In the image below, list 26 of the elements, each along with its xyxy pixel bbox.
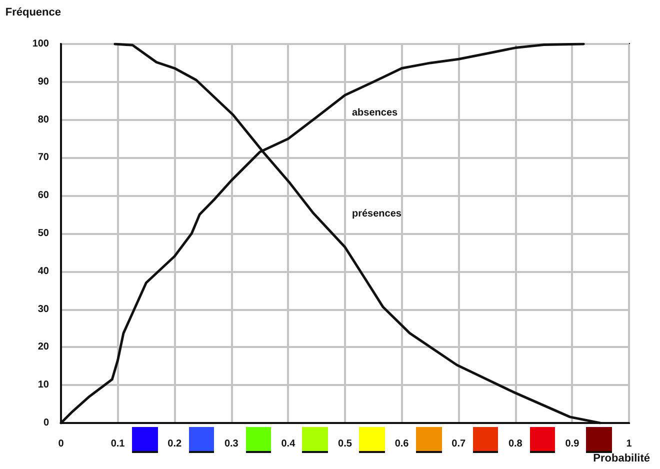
y-tick-label: 90 bbox=[38, 76, 50, 88]
x-tick-label: 0.8 bbox=[508, 438, 523, 450]
x-tick-label: 0.4 bbox=[281, 438, 296, 450]
x-tick-label: 1 bbox=[626, 438, 632, 450]
y-tick-label: 10 bbox=[38, 380, 50, 391]
series-label: absences bbox=[352, 108, 398, 119]
x-tick-label: 0.7 bbox=[452, 438, 466, 450]
x-tick-label: 0.1 bbox=[110, 438, 126, 450]
x-tick-label: 0.5 bbox=[338, 438, 352, 450]
y-tick-label: 70 bbox=[38, 152, 50, 164]
x-tick-label: 0.2 bbox=[168, 438, 182, 450]
y-tick-label: 40 bbox=[38, 266, 50, 277]
x-tick-label: 0.3 bbox=[224, 438, 239, 450]
y-tick-label: 100 bbox=[32, 38, 50, 50]
text: présences bbox=[352, 208, 402, 220]
x-axis-title: Probabilité bbox=[593, 452, 650, 464]
x-tick-label: 0.9 bbox=[565, 438, 580, 450]
y-tick-label: 0 bbox=[43, 418, 50, 428]
y-tick-label: 60 bbox=[38, 190, 50, 202]
y-tick-label: 20 bbox=[38, 342, 50, 353]
y-tick-label: 30 bbox=[38, 304, 50, 315]
y-axis-title: Fréquence bbox=[5, 6, 61, 18]
x-tick-label: 0.6 bbox=[394, 438, 410, 450]
x-tick-label: 0 bbox=[58, 438, 64, 450]
y-tick-label: 80 bbox=[38, 114, 50, 126]
y-tick-label: 50 bbox=[38, 228, 50, 239]
